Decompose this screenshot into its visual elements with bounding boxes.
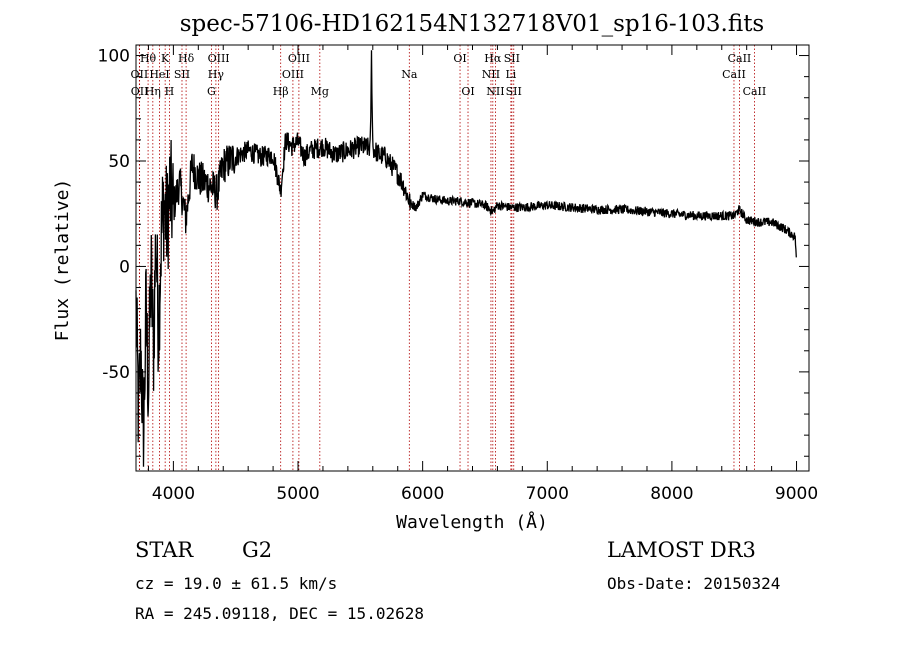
spectral-line-label: Hη <box>145 85 161 98</box>
y-tick-label: -50 <box>102 363 130 383</box>
axis-ticks: 4000 5000 6000 7000 8000 9000 -50 0 50 100 <box>98 45 818 504</box>
spectral-line-markers <box>138 45 755 471</box>
spectral-line-label: SII <box>174 68 190 81</box>
spectrum-series-line <box>135 50 797 467</box>
spectral-line-label: OII <box>131 85 149 98</box>
spectral-line-label: Li <box>505 68 516 81</box>
coordinates-readout: RA = 245.09118, DEC = 15.02628 <box>135 604 424 623</box>
y-tick-label: 50 <box>108 152 130 172</box>
spectral-line-label: OIII <box>288 52 310 65</box>
spectral-line-label: Hγ <box>208 68 225 81</box>
spectral-line-label: Na <box>401 68 418 81</box>
spectral-line-label: K <box>161 52 170 65</box>
x-axis-label: Wavelength (Å) <box>396 511 548 533</box>
spectral-line-label: NII <box>482 68 500 81</box>
x-tick-label: 4000 <box>152 484 195 504</box>
spectral-line-label: Hβ <box>273 85 289 98</box>
spectral-line-label: OIII <box>208 52 230 65</box>
spectral-line-label: NII <box>486 85 504 98</box>
spectral-line-label: SII <box>506 85 522 98</box>
spectral-line-label: HeI <box>149 68 169 81</box>
x-tick-label: 8000 <box>650 484 693 504</box>
spectral-line-label: Hδ <box>178 52 195 65</box>
spectral-line-label: G <box>207 85 216 98</box>
x-tick-label: 5000 <box>276 484 319 504</box>
spectral-line-label: OI <box>461 85 474 98</box>
y-axis-label: Flux (relative) <box>52 179 73 342</box>
spectral-line-label: Hα <box>484 52 502 65</box>
chart-title: spec-57106-HD162154N132718V01_sp16-103.f… <box>180 11 765 37</box>
spectral-line-label: SII <box>504 52 520 65</box>
spectral-line-label: OII <box>131 68 149 81</box>
spectral-line-label: CaII <box>722 68 746 81</box>
x-tick-label: 6000 <box>401 484 444 504</box>
x-tick-label: 7000 <box>526 484 569 504</box>
survey-name: LAMOST DR3 <box>607 538 756 562</box>
object-class: STAR <box>135 538 194 562</box>
spectral-line-label: H <box>165 85 175 98</box>
spectral-line-label: CaII <box>728 52 752 65</box>
y-tick-label: 100 <box>98 47 130 67</box>
spectral-line-label: OI <box>453 52 466 65</box>
y-tick-label: 0 <box>119 257 130 277</box>
spectral-line-label: CaII <box>743 85 767 98</box>
object-subclass: G2 <box>242 538 273 562</box>
spectral-line-label: Hθ <box>140 52 157 65</box>
velocity-readout: cz = 19.0 ± 61.5 km/s <box>135 574 338 593</box>
x-tick-label: 9000 <box>775 484 818 504</box>
plot-frame <box>135 44 810 472</box>
spectral-line-label: Mg <box>311 85 329 98</box>
spectral-line-label: OIII <box>282 68 304 81</box>
observation-date: Obs-Date: 20150324 <box>607 574 781 593</box>
